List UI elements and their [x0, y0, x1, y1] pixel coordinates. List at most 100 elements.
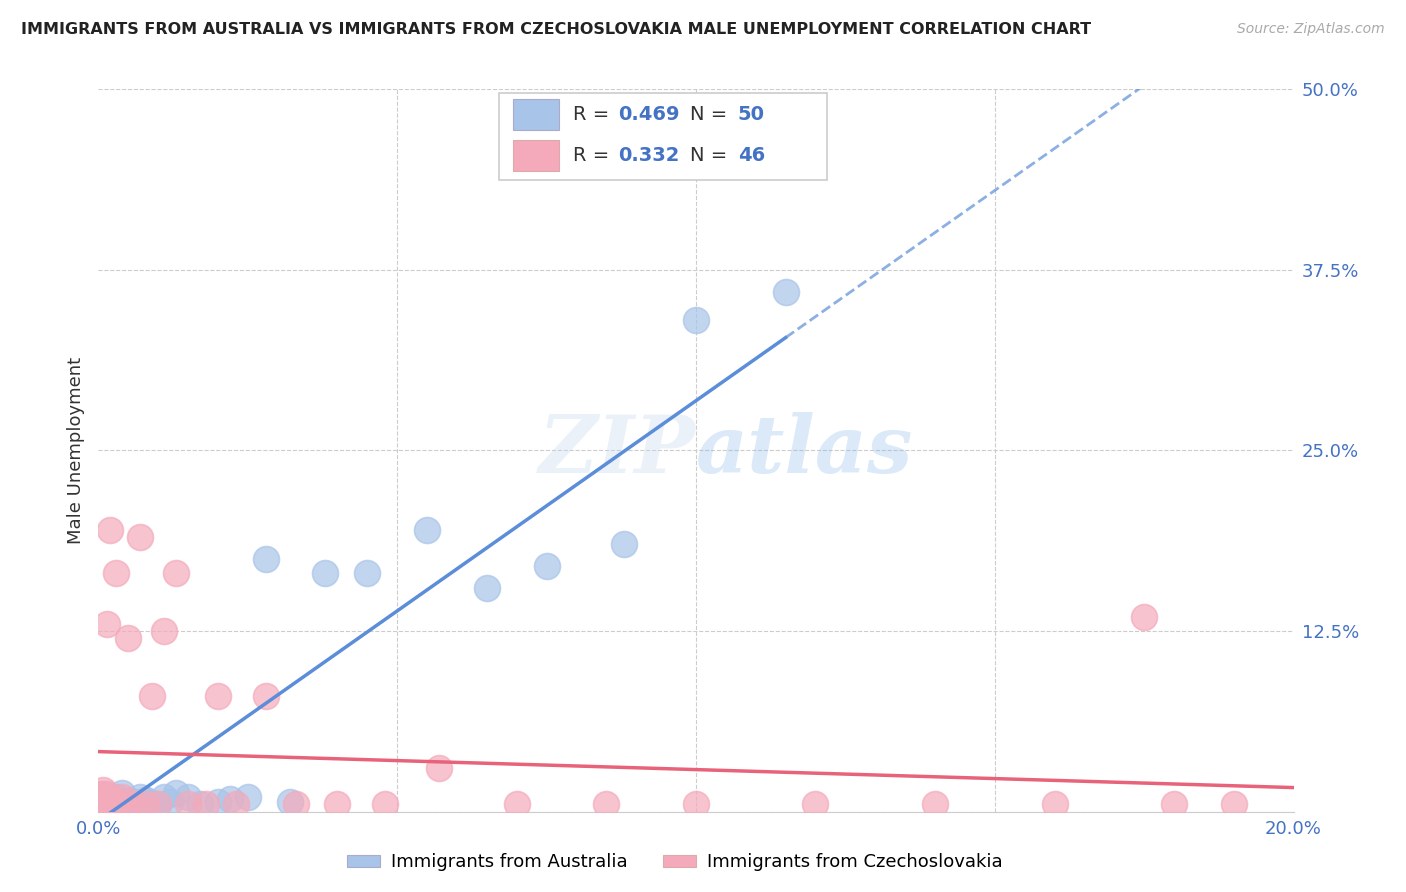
Point	[207, 795, 229, 809]
Point	[153, 790, 176, 805]
Point	[98, 523, 122, 537]
Point	[103, 796, 125, 810]
Point	[91, 783, 114, 797]
Point	[1163, 797, 1185, 812]
Text: 0.469: 0.469	[619, 105, 679, 124]
Point	[108, 795, 131, 809]
FancyBboxPatch shape	[513, 140, 558, 171]
Point	[427, 761, 450, 775]
Point	[685, 313, 707, 327]
Point	[195, 797, 218, 812]
Point	[90, 799, 112, 814]
Point	[804, 797, 827, 812]
Text: 0.332: 0.332	[619, 145, 679, 165]
Point	[177, 797, 200, 812]
Text: R =: R =	[572, 105, 616, 124]
Point	[536, 559, 558, 574]
Point	[416, 523, 439, 537]
Point	[100, 791, 122, 805]
Point	[117, 793, 139, 807]
Point	[97, 793, 120, 807]
Point	[129, 797, 152, 812]
Point	[105, 790, 128, 805]
Point	[148, 797, 170, 812]
Point	[98, 797, 121, 812]
Point	[98, 795, 121, 809]
Point	[613, 537, 636, 551]
Point	[278, 795, 301, 809]
Legend: Immigrants from Australia, Immigrants from Czechoslovakia: Immigrants from Australia, Immigrants fr…	[340, 847, 1010, 879]
Point	[165, 786, 187, 800]
Text: 50: 50	[738, 105, 765, 124]
Point	[207, 689, 229, 703]
Point	[315, 566, 337, 581]
Point	[103, 793, 125, 807]
Point	[284, 797, 307, 812]
Point	[96, 788, 118, 802]
Point	[97, 790, 120, 805]
Point	[124, 797, 146, 812]
Point	[129, 530, 152, 544]
Point	[91, 788, 114, 802]
Point	[356, 566, 378, 581]
Point	[105, 797, 128, 812]
Point	[506, 797, 529, 812]
Point	[775, 285, 797, 299]
Point	[91, 797, 114, 812]
Text: N =: N =	[690, 105, 734, 124]
Point	[98, 797, 122, 812]
Point	[96, 799, 118, 814]
Point	[98, 797, 122, 812]
Point	[105, 566, 128, 581]
Point	[135, 793, 157, 807]
Point	[685, 797, 707, 812]
Point	[89, 797, 111, 812]
Point	[111, 797, 134, 812]
Point	[91, 796, 114, 810]
Point	[374, 797, 396, 812]
Text: R =: R =	[572, 145, 616, 165]
Point	[1043, 797, 1066, 812]
Point	[89, 797, 111, 812]
Point	[219, 791, 242, 805]
Point	[1133, 609, 1156, 624]
Text: IMMIGRANTS FROM AUSTRALIA VS IMMIGRANTS FROM CZECHOSLOVAKIA MALE UNEMPLOYMENT CO: IMMIGRANTS FROM AUSTRALIA VS IMMIGRANTS …	[21, 22, 1091, 37]
Text: Source: ZipAtlas.com: Source: ZipAtlas.com	[1237, 22, 1385, 37]
Point	[89, 793, 111, 807]
Point	[135, 797, 157, 812]
Point	[1223, 797, 1246, 812]
Point	[141, 689, 163, 703]
Point	[124, 795, 146, 809]
Point	[96, 616, 118, 631]
Point	[924, 797, 946, 812]
Point	[165, 566, 187, 581]
Y-axis label: Male Unemployment: Male Unemployment	[66, 357, 84, 544]
Point	[93, 795, 115, 809]
Point	[129, 790, 152, 805]
Point	[117, 795, 139, 809]
Point	[595, 797, 617, 812]
Point	[159, 795, 181, 809]
Point	[94, 791, 117, 805]
Point	[254, 551, 277, 566]
Point	[91, 793, 114, 807]
Point	[117, 797, 139, 812]
Point	[94, 796, 117, 810]
Point	[111, 786, 134, 800]
Point	[89, 795, 111, 809]
Point	[96, 793, 118, 807]
Point	[148, 797, 170, 812]
Point	[254, 689, 277, 703]
FancyBboxPatch shape	[513, 99, 558, 130]
Point	[93, 790, 115, 805]
Point	[153, 624, 176, 639]
Point	[475, 581, 498, 595]
Point	[96, 797, 118, 812]
Point	[90, 790, 112, 805]
FancyBboxPatch shape	[499, 93, 828, 179]
Point	[326, 797, 349, 812]
Point	[93, 797, 115, 812]
Point	[117, 632, 139, 646]
Point	[91, 797, 114, 812]
Point	[93, 797, 115, 812]
